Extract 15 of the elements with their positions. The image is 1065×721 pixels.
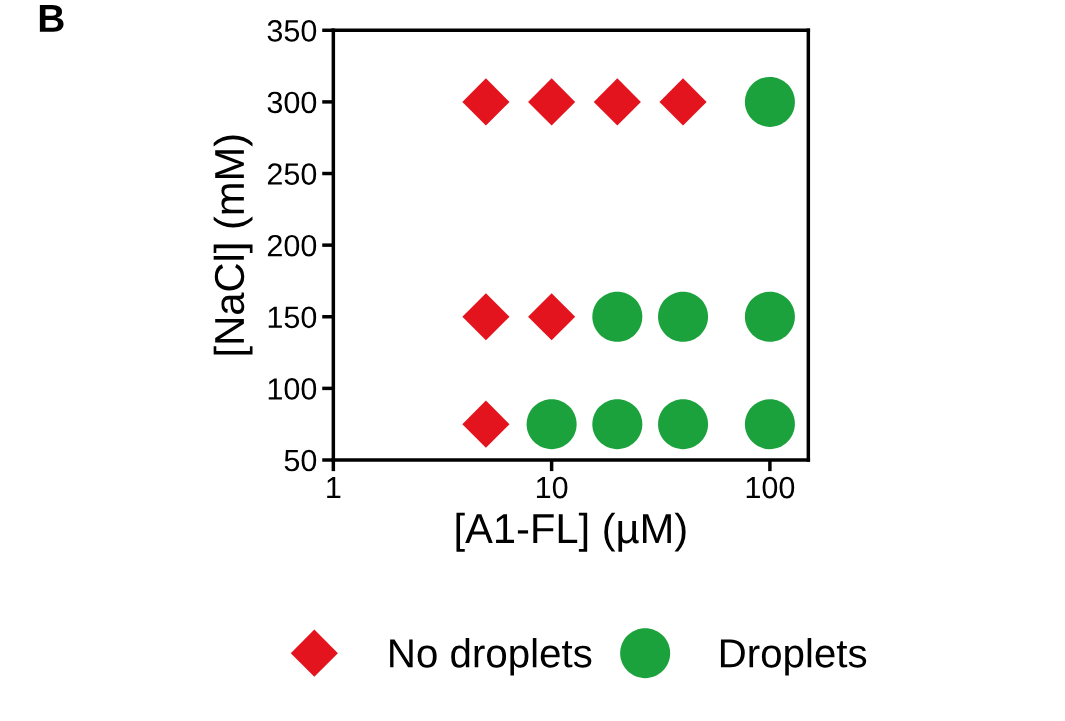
legend-label: No droplets bbox=[390, 638, 592, 676]
y-axis-title: [NaCl] (mM) bbox=[213, 135, 253, 355]
text: B bbox=[39, 5, 64, 32]
y-tick-label: 150 bbox=[268, 306, 317, 329]
legend-label: Droplets bbox=[720, 638, 867, 676]
y-tick-label: 200 bbox=[267, 234, 317, 257]
y-tick-label: 100 bbox=[268, 378, 317, 400]
y-tick-label: 50 bbox=[284, 449, 317, 472]
y-tick-label: 300 bbox=[267, 91, 317, 114]
x-tick-label: 100 bbox=[746, 476, 795, 499]
x-tick-label: 1 bbox=[327, 477, 341, 499]
y-tick-label: 250 bbox=[267, 163, 317, 185]
x-tick-label: 10 bbox=[536, 476, 568, 499]
y-tick-label: 350 bbox=[267, 20, 317, 42]
x-axis-title: [A1-FL] (µM) bbox=[456, 512, 686, 552]
